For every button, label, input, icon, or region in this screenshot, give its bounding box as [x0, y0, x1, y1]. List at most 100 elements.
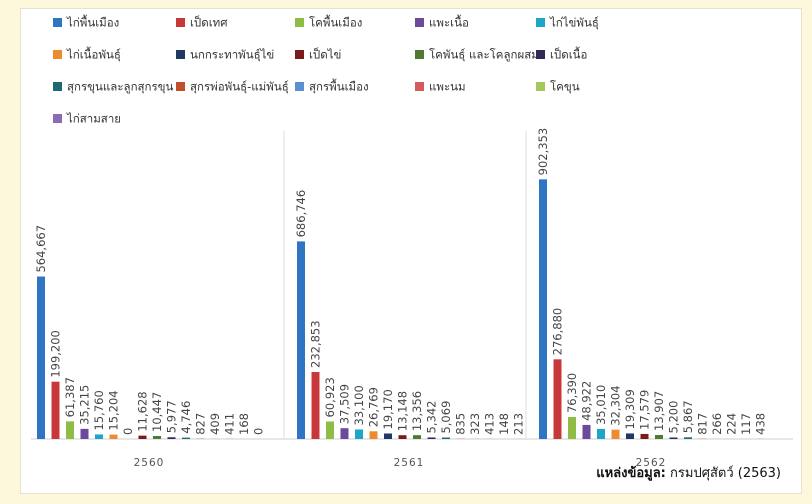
source-text: กรมปศุสัตว์ (2563) — [670, 466, 781, 481]
data-label: 5,200 — [667, 401, 681, 434]
bar — [398, 435, 407, 439]
data-label: 13,148 — [396, 391, 410, 431]
bar — [340, 428, 349, 439]
legend-swatch — [295, 82, 304, 91]
legend-label: เป็ดไข่ — [309, 47, 341, 62]
legend-swatch — [53, 50, 62, 59]
bar — [138, 435, 147, 439]
bar — [297, 241, 305, 439]
data-label: 827 — [194, 413, 208, 435]
data-label: 37,509 — [338, 384, 352, 424]
bar — [369, 431, 378, 439]
data-label: 4,746 — [179, 401, 193, 434]
data-label: 411 — [223, 413, 237, 435]
data-label: 13,356 — [410, 391, 424, 431]
data-label: 15,204 — [107, 390, 121, 430]
bar — [109, 434, 118, 439]
data-label: 61,387 — [63, 377, 77, 417]
legend-label: นกกระทาพันธุ์ไข่ — [190, 48, 274, 62]
data-label: 19,170 — [381, 389, 395, 429]
data-label: 11,628 — [136, 391, 150, 431]
legend-label: แพะนม — [429, 80, 466, 94]
bar — [153, 435, 161, 439]
data-label: 0 — [252, 428, 266, 435]
legend-label: โคขุน — [550, 80, 580, 94]
legend-label: สุกรขุนและลูกสุกรขุน — [67, 80, 174, 94]
legend-label: ไก่เนื้อพันธุ์ — [66, 47, 121, 62]
bar — [427, 437, 436, 439]
bar — [640, 433, 649, 439]
legend-label: ไก่สามสาย — [66, 112, 121, 126]
bar — [95, 434, 103, 439]
data-label: 5,977 — [165, 400, 179, 433]
data-label: 117 — [739, 413, 753, 435]
bar — [626, 433, 634, 439]
data-label: 199,200 — [49, 330, 63, 378]
data-label: 15,760 — [92, 390, 106, 430]
x-tick-label: 2561 — [394, 457, 425, 469]
bar — [51, 381, 60, 439]
source-note: แหล่งข้อมูล: กรมปศุสัตว์ (2563) — [596, 462, 781, 483]
data-label: 817 — [696, 413, 710, 435]
data-label: 19,309 — [623, 389, 637, 429]
data-label: 48,922 — [580, 381, 594, 421]
data-label: 35,215 — [78, 385, 92, 425]
bar — [582, 424, 591, 439]
data-label: 232,853 — [309, 320, 323, 368]
legend-label: ไก่ไข่พันธุ์ — [549, 16, 599, 30]
legend-swatch — [53, 114, 62, 123]
bar — [539, 179, 547, 439]
legend-swatch — [295, 50, 304, 59]
data-label: 32,304 — [609, 385, 623, 425]
bar — [597, 428, 605, 439]
legend-swatch — [176, 50, 185, 59]
legend-label: โคพื้นเมือง — [309, 15, 362, 30]
bar — [684, 437, 692, 439]
bar — [669, 437, 678, 439]
bar — [553, 359, 562, 439]
legend-swatch — [53, 18, 62, 27]
bar — [326, 421, 334, 439]
chart-card: ไก่พื้นเมือง เป็ดเทศ โคพื้นเมือง แพะเนื้อ ไก… — [20, 8, 802, 494]
bar — [167, 437, 176, 439]
legend-label: ไก่พื้นเมือง — [66, 15, 119, 30]
data-label: 213 — [512, 413, 526, 435]
legend-swatch — [176, 18, 185, 27]
data-label: 902,353 — [536, 128, 550, 176]
data-label: 276,880 — [551, 308, 565, 356]
data-label: 224 — [725, 413, 739, 435]
bar — [568, 417, 576, 439]
data-label: 413 — [483, 413, 497, 435]
legend-swatch — [536, 18, 545, 27]
data-label: 33,100 — [352, 385, 366, 425]
legend-swatch — [415, 18, 424, 27]
legend-label: เป็ดเทศ — [190, 15, 228, 30]
legend-swatch — [53, 82, 62, 91]
data-label: 564,667 — [34, 225, 48, 273]
legend-swatch — [176, 82, 185, 91]
data-label: 5,342 — [425, 401, 439, 434]
data-label: 10,447 — [150, 392, 164, 432]
data-label: 148 — [497, 413, 511, 435]
bar — [611, 429, 620, 439]
bar — [442, 437, 450, 439]
legend-swatch — [415, 50, 424, 59]
bar — [311, 371, 320, 439]
legend-swatch — [536, 82, 545, 91]
legend-swatch — [536, 50, 545, 59]
data-label: 35,010 — [594, 385, 608, 425]
legend-label: แพะเนื้อ — [429, 15, 469, 30]
bar — [80, 428, 89, 439]
data-label: 13,907 — [652, 391, 666, 431]
data-label: 17,579 — [638, 390, 652, 430]
bar — [66, 421, 74, 439]
source-label: แหล่งข้อมูล: — [596, 466, 666, 481]
data-label: 686,746 — [294, 190, 308, 238]
legend-swatch — [415, 82, 424, 91]
x-tick-label: 2562 — [636, 457, 667, 469]
bar — [384, 433, 392, 439]
data-label: 5,069 — [439, 401, 453, 434]
x-tick-label: 2560 — [134, 457, 165, 469]
data-label: 835 — [454, 413, 468, 435]
